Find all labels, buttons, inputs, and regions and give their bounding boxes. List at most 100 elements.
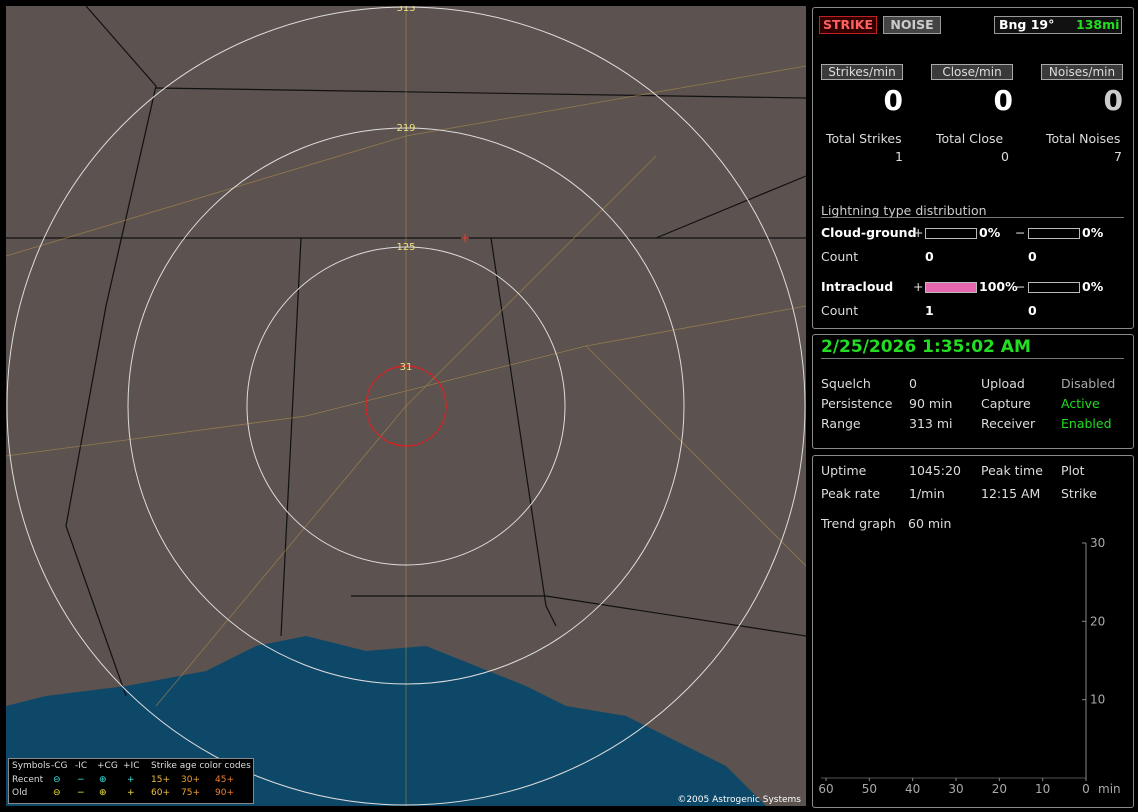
y-tick-label: 20 xyxy=(1090,614,1105,628)
legend-cell: ⊕ xyxy=(99,788,107,798)
status-cell: Active xyxy=(1061,396,1100,411)
x-unit: min xyxy=(1098,782,1121,796)
trend-graph: 10 20 30 60 50 40 30 20 10 0 min xyxy=(818,536,1121,796)
roads xyxy=(6,6,806,806)
rate-value: 0 xyxy=(1103,84,1123,117)
x-tick-label: 10 xyxy=(1035,782,1050,796)
status-cell: Range xyxy=(821,416,861,431)
bearing: Bng 19° xyxy=(999,17,1055,32)
status-cell: 90 min xyxy=(909,396,953,411)
legend-header: Symbols xyxy=(12,761,51,771)
stats-cell: 12:15 AM xyxy=(981,486,1041,501)
rate-value: 0 xyxy=(993,84,1013,117)
stats-cell: Strike xyxy=(1061,486,1097,501)
sign: + xyxy=(913,279,924,294)
type-label: Intracloud xyxy=(821,279,894,294)
x-tick-label: 30 xyxy=(948,782,963,796)
legend-cell: 75+ xyxy=(181,788,200,798)
x-tick-label: 50 xyxy=(862,782,877,796)
rate-label: Strikes/min xyxy=(821,64,903,80)
legend-cell: Old xyxy=(12,788,28,798)
count-label: Count xyxy=(821,249,859,264)
trend-span: 60 min xyxy=(908,516,952,531)
sign: − xyxy=(1015,279,1026,294)
divider xyxy=(821,217,1124,218)
status-cell: Enabled xyxy=(1061,416,1112,431)
stats-cell: Peak rate xyxy=(821,486,881,501)
total-label: Total Strikes xyxy=(826,131,902,146)
legend-cell: 60+ xyxy=(151,788,170,798)
legend-header: +IC xyxy=(123,761,140,771)
status-cell: Receiver xyxy=(981,416,1036,431)
stats-cell: Plot xyxy=(1061,463,1085,478)
legend-cell: + xyxy=(127,788,135,798)
status-cell: 313 mi xyxy=(909,416,953,431)
count-value: 0 xyxy=(1028,303,1037,318)
stats-cell: Uptime xyxy=(821,463,867,478)
sign: + xyxy=(913,225,924,240)
pct-label: 0% xyxy=(1082,225,1104,240)
status-cell: Upload xyxy=(981,376,1025,391)
pct-label: 0% xyxy=(979,225,1001,240)
x-tick-label: 20 xyxy=(992,782,1007,796)
stats-cell: 1045:20 xyxy=(909,463,961,478)
legend: Symbols -CG -IC +CG +IC Strike age color code… xyxy=(8,758,254,804)
count-value: 0 xyxy=(925,249,934,264)
ring-label: 125 xyxy=(396,242,415,253)
stats-cell: 1/min xyxy=(909,486,945,501)
strike-marker: + xyxy=(460,231,470,245)
legend-header: -CG xyxy=(51,761,68,771)
legend-header: Strike age color codes xyxy=(151,761,251,771)
legend-cell: 90+ xyxy=(215,788,234,798)
legend-cell: 30+ xyxy=(181,775,200,785)
pct-bar xyxy=(925,282,977,293)
x-tick-label: 40 xyxy=(905,782,920,796)
strike-button[interactable]: STRIKE xyxy=(819,16,877,34)
noise-button[interactable]: NOISE xyxy=(883,16,941,34)
count-value: 1 xyxy=(925,303,934,318)
x-tick-label: 0 xyxy=(1082,782,1090,796)
x-tick-label: 60 xyxy=(818,782,833,796)
legend-cell: 15+ xyxy=(151,775,170,785)
legend-cell: − xyxy=(77,775,85,785)
legend-cell: ⊖ xyxy=(53,775,61,785)
legend-cell: ⊖ xyxy=(53,788,61,798)
y-tick-label: 30 xyxy=(1090,536,1105,550)
pct-bar xyxy=(1028,282,1080,293)
copyright: ©2005 Astrogenic Systems xyxy=(677,795,801,805)
legend-cell: 45+ xyxy=(215,775,234,785)
ring-label: 313 xyxy=(396,6,415,14)
status-cell: Squelch xyxy=(821,376,871,391)
total-label: Total Close xyxy=(936,131,1004,146)
divider xyxy=(821,358,1124,359)
status-cell: 0 xyxy=(909,376,917,391)
ring-label: 219 xyxy=(396,123,415,134)
pct-bar xyxy=(925,228,977,239)
total-value: 1 xyxy=(895,149,903,164)
status-cell: Persistence xyxy=(821,396,893,411)
status-panel xyxy=(812,334,1134,449)
distance: 138mi xyxy=(1076,17,1120,32)
legend-cell: + xyxy=(127,775,135,785)
trend-label: Trend graph xyxy=(821,516,896,531)
bearing-box xyxy=(994,16,1122,34)
close-ring xyxy=(365,365,447,447)
stats-cell: Peak time xyxy=(981,463,1043,478)
total-value: 7 xyxy=(1114,149,1122,164)
sign: − xyxy=(1015,225,1026,240)
range-rings xyxy=(6,6,806,806)
ring-label: 31 xyxy=(400,362,413,373)
legend-header: -IC xyxy=(75,761,88,771)
y-tick-label: 10 xyxy=(1090,693,1105,707)
borders xyxy=(6,6,806,697)
total-label: Total Noises xyxy=(1046,131,1121,146)
stats-panel xyxy=(812,455,1134,808)
rate-label: Noises/min xyxy=(1041,64,1123,80)
datetime: 2/25/2026 1:35:02 AM xyxy=(821,337,1031,357)
pct-bar xyxy=(1028,228,1080,239)
pct-label: 0% xyxy=(1082,279,1104,294)
status-cell: Capture xyxy=(981,396,1031,411)
count-label: Count xyxy=(821,303,859,318)
status-cell: Disabled xyxy=(1061,376,1116,391)
